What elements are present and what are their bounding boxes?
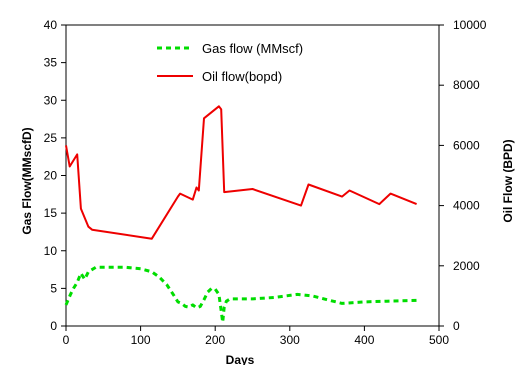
y-left-tick-label: 40 (44, 18, 58, 32)
y-left-tick-label: 0 (50, 319, 57, 333)
x-tick-label: 400 (354, 333, 374, 347)
y-right-tick-label: 4000 (453, 199, 480, 213)
y-left-tick-label: 30 (44, 93, 58, 107)
legend: Gas flow (MMscf) Oil flow(bopd) (157, 41, 303, 84)
x-tick-label: 100 (131, 333, 151, 347)
series-line-oil-flow (65, 105, 417, 240)
x-tick-label: 0 (63, 333, 70, 347)
y-left-tick-label: 15 (44, 206, 58, 220)
y-right-tick-label: 8000 (453, 78, 480, 92)
legend-label-gas-flow: Gas flow (MMscf) (202, 41, 303, 56)
series-layer (64, 105, 417, 324)
y-left-tick-label: 10 (44, 244, 58, 258)
x-tick-label: 300 (280, 333, 300, 347)
y-left-tick-label: 5 (50, 281, 57, 295)
y-axis-left-title: Gas Flow(MMscfD) (20, 127, 34, 234)
series-line-gas-flow (64, 265, 417, 324)
x-axis-title: Days (226, 353, 255, 365)
y-axis-right-title: Oil Flow (BPD) (501, 139, 515, 222)
y-left-tick-label: 25 (44, 131, 58, 145)
y-left-tick-label: 35 (44, 56, 58, 70)
axes: 0 100 200 300 400 500051015202530354002000400… (44, 18, 487, 347)
y-right-tick-label: 2000 (453, 259, 480, 273)
x-tick-label: 500 (429, 333, 449, 347)
y-right-tick-label: 0 (453, 319, 460, 333)
legend-label-oil-flow: Oil flow(bopd) (202, 69, 282, 84)
x-tick-label: 200 (205, 333, 225, 347)
y-right-tick-label: 6000 (453, 138, 480, 152)
y-right-tick-label: 10000 (453, 18, 487, 32)
y-left-tick-label: 20 (44, 169, 58, 183)
